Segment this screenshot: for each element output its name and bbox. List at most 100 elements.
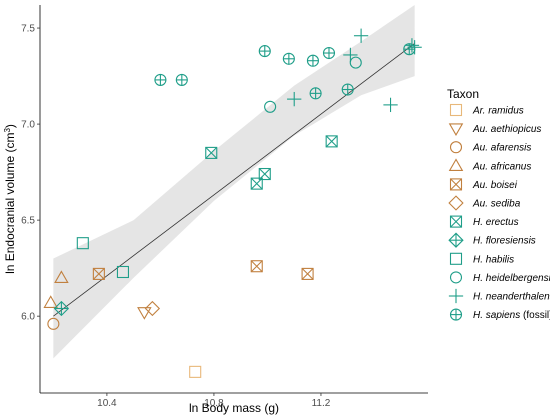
point-au-afarensis-0	[47, 317, 60, 330]
legend-label: Au. sediba	[472, 199, 521, 210]
legend-label: Au. aethiopicus	[472, 124, 541, 135]
legend-label-genus: H.	[473, 254, 483, 265]
legend-item: Ar. ramidus	[449, 103, 524, 117]
legend-label-species: habilis	[483, 254, 514, 265]
point-h-habilis-1	[116, 265, 130, 279]
legend-label: Au. afarensis	[472, 143, 531, 154]
legend-label: Ar. ramidus	[472, 106, 524, 117]
legend-label-genus: Au.	[472, 199, 488, 210]
legend-label-genus: H.	[473, 236, 483, 247]
x-tick-label: 11.2	[312, 398, 331, 409]
legend-item: H. neanderthalensis	[448, 288, 550, 304]
point-h-sapiens-fossil--0	[154, 73, 167, 86]
x-axis-ticks: 10.4 10.8 11.2	[97, 393, 331, 409]
point-h-neanderthalensis-0	[287, 91, 302, 107]
point-h-neanderthalensis-4	[404, 38, 420, 53]
legend-key-au-africanus	[448, 158, 464, 172]
point-h-neanderthalensis-3	[383, 97, 398, 113]
legend-item: H. sapiens (fossil)	[449, 308, 550, 321]
y-tick-label: 7.5	[21, 24, 35, 35]
point-h-sapiens-fossil--1	[175, 73, 188, 86]
x-axis-title: ln Body mass (g)	[189, 401, 279, 415]
legend-item: Au. boisei	[449, 178, 518, 191]
point-au-africanus-0	[43, 295, 58, 308]
data-points	[43, 28, 422, 378]
point-au-boisei-1	[250, 260, 263, 273]
legend-item: H. habilis	[449, 252, 514, 265]
legend-key-h-sapiens-fossil-	[449, 308, 463, 321]
legend-label-genus: H.	[473, 273, 483, 284]
point-h-sapiens-fossil--7	[341, 83, 354, 96]
legend-label-species: boisei	[488, 180, 518, 191]
legend-label-genus: Au.	[472, 124, 488, 135]
legend-label-species: ramidus	[485, 106, 523, 117]
legend-key-au-boisei	[449, 178, 463, 191]
point-h-heidelbergensis-1	[349, 56, 362, 69]
legend-label-species: sapiens	[483, 310, 520, 321]
x-tick-label: 10.8	[204, 398, 224, 409]
point-au-sediba-0	[144, 300, 161, 317]
legend-item: Au. aethiopicus	[448, 123, 541, 137]
point-au-boisei-0	[92, 267, 105, 280]
legend-label-genus: Ar.	[472, 106, 485, 117]
legend-label-extra: (fossil)	[520, 310, 550, 321]
legend-label: H. heidelbergensis	[473, 273, 550, 284]
legend-item: H. erectus	[449, 215, 519, 228]
point-ar-ramidus-0	[189, 365, 202, 378]
point-h-floresiensis-0	[53, 300, 70, 317]
legend-key-ar-ramidus	[449, 103, 463, 117]
legend-title: Taxon	[447, 87, 479, 101]
point-h-sapiens-fossil--3	[282, 52, 295, 65]
legend-label-genus: Au.	[472, 161, 488, 172]
y-tick-label: 6.0	[21, 312, 35, 323]
legend-key-h-heidelbergensis	[449, 271, 463, 284]
legend-key-au-aethiopicus	[448, 123, 464, 137]
point-h-sapiens-fossil--5	[309, 87, 322, 100]
point-h-heidelbergensis-0	[264, 100, 277, 113]
confidence-band	[53, 5, 415, 359]
y-tick-label: 6.5	[21, 216, 35, 227]
plot-area: 10.4 10.8 11.2 6.0 6.5 7.0 7.5	[21, 5, 428, 409]
legend-item: H. heidelbergensis	[449, 271, 550, 284]
legend-label-species: heidelbergensis	[483, 273, 550, 284]
legend-label: H. erectus	[473, 217, 519, 228]
legend-item: Au. afarensis	[449, 141, 531, 154]
legend-item: H. floresiensis	[448, 232, 536, 248]
point-h-erectus-2	[258, 167, 271, 181]
legend-item: Au. africanus	[448, 158, 531, 172]
legend-key-au-afarensis	[449, 141, 463, 154]
legend: Taxon Ar. ramidus Au. aethiopicus Au. afar…	[447, 87, 550, 321]
legend-key-h-erectus	[449, 215, 463, 228]
legend-key-h-habilis	[449, 252, 463, 265]
y-axis-ticks: 6.0 6.5 7.0 7.5	[21, 24, 40, 323]
legend-label-genus: H.	[473, 217, 483, 228]
legend-label-species: erectus	[483, 217, 519, 228]
point-h-erectus-0	[205, 146, 218, 159]
point-au-aethiopicus-0	[137, 307, 152, 320]
y-axis-title-superscript: 3	[3, 128, 12, 133]
point-au-boisei-2	[301, 267, 314, 280]
legend-label-species: africanus	[488, 161, 531, 172]
point-h-sapiens-fossil--2	[258, 45, 271, 58]
legend-label-genus: Au.	[472, 143, 488, 154]
legend-label: Au. africanus	[472, 161, 531, 172]
legend-label-species: neanderthalensis	[483, 292, 550, 303]
point-h-neanderthalensis-2	[353, 28, 369, 43]
y-tick-label: 7.0	[21, 120, 35, 131]
legend-label-species: floresiensis	[483, 236, 536, 247]
legend-key-h-neanderthalensis	[448, 288, 464, 304]
point-h-neanderthalensis-1	[343, 47, 358, 63]
point-h-sapiens-fossil--6	[322, 46, 336, 60]
legend-item: Au. sediba	[448, 195, 521, 211]
legend-label-genus: H.	[473, 310, 483, 321]
legend-label: H. habilis	[473, 254, 514, 265]
legend-label: H. floresiensis	[473, 236, 536, 247]
regression-line	[53, 43, 415, 317]
point-h-erectus-1	[250, 177, 263, 190]
y-axis-title-main: ln Endocranial volume (cm	[3, 133, 17, 274]
legend-label-genus: H.	[473, 292, 483, 303]
legend-label-species: sediba	[488, 199, 521, 210]
point-h-sapiens-fossil--4	[306, 54, 319, 67]
y-axis-title-close: )	[3, 124, 17, 128]
